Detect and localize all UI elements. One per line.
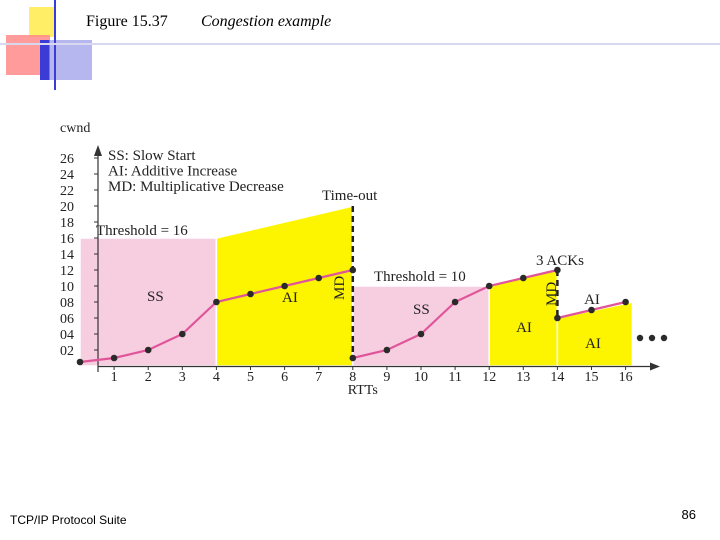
cwnd-point: [622, 298, 629, 306]
cwnd-point: [349, 266, 357, 274]
cwnd-point: [247, 290, 254, 298]
y-tick-label: 22: [60, 184, 74, 199]
cwnd-point: [349, 354, 357, 362]
cwnd-point: [451, 298, 459, 306]
cwnd-point: [485, 282, 493, 290]
cwnd-point: [281, 282, 288, 290]
timeout-label: Time-out: [322, 188, 378, 204]
legend-entry: SS: Slow Start: [108, 148, 196, 164]
region-ai-label: AI: [516, 320, 532, 336]
y-tick-label: 04: [60, 328, 74, 343]
y-tick-label: 02: [60, 344, 74, 359]
slide-decoration-horizontal-line: [0, 43, 720, 45]
y-tick-label: 08: [60, 296, 74, 311]
cwnd-point: [417, 330, 425, 338]
y-tick-label: 06: [60, 312, 74, 327]
x-tick-label: 16: [619, 370, 633, 385]
cwnd-point: [383, 346, 391, 354]
continuation-dot: [660, 334, 668, 342]
x-tick-label: 13: [516, 370, 530, 385]
x-tick-label: 14: [550, 370, 564, 385]
region-yellow-5: [556, 301, 634, 367]
threshold-10-label: Threshold = 10: [374, 269, 466, 285]
legend-entry: MD: Multiplicative Decrease: [108, 179, 284, 195]
cwnd-point: [179, 330, 186, 338]
x-tick-label: 1: [111, 370, 118, 385]
y-tick-label: 26: [60, 152, 74, 167]
md-label: MD: [332, 276, 348, 300]
chart-drops: [351, 206, 559, 358]
x-tick-label: 3: [179, 370, 186, 385]
cwnd-point: [554, 314, 561, 322]
y-tick-label: 12: [60, 264, 74, 279]
x-tick-label: 6: [281, 370, 288, 385]
continuation-dot: [636, 334, 644, 342]
footer-label: TCP/IP Protocol Suite: [10, 513, 127, 527]
y-tick-label: 20: [60, 200, 74, 215]
x-tick-label: 5: [247, 370, 254, 385]
figure-title: Congestion example: [201, 13, 332, 30]
chart-regions: [79, 205, 634, 367]
cwnd-point: [213, 298, 220, 306]
region-ss-label: SS: [147, 289, 164, 305]
x-tick-label: 2: [145, 370, 152, 385]
legend-entry: AI: Additive Increase: [108, 164, 237, 180]
x-tick-label: 15: [585, 370, 599, 385]
cwnd-point: [588, 306, 595, 314]
x-tick-label: 11: [448, 370, 461, 385]
x-tick-label: 9: [383, 370, 390, 385]
y-tick-label: 16: [60, 232, 74, 247]
threshold-16-label: Threshold = 16: [96, 223, 188, 239]
y-axis-arrow: [94, 145, 102, 156]
region-ai-label: AI: [282, 290, 298, 306]
cwnd-point: [315, 274, 323, 282]
y-tick-label: 14: [60, 248, 74, 263]
3-acks-label: 3 ACKs: [536, 253, 584, 269]
page-number: 86: [681, 507, 696, 522]
md-label: MD: [544, 282, 560, 306]
x-tick-label: 8: [349, 370, 356, 385]
cwnd-point: [76, 358, 84, 366]
region-ai-label: AI: [585, 336, 601, 352]
y-tick-label: 10: [60, 280, 74, 295]
chart-points: [76, 266, 668, 366]
cwnd-point: [554, 266, 561, 274]
continuation-dot: [648, 334, 656, 342]
slide-decoration-yellow-square: [29, 7, 55, 37]
cwnd-point: [520, 274, 527, 282]
region-ss-label: SS: [413, 302, 430, 318]
x-tick-label: 12: [482, 370, 496, 385]
x-tick-label: 10: [414, 370, 428, 385]
cwnd-point: [110, 354, 118, 362]
x-axis-title: RTTs: [348, 383, 378, 398]
x-tick-label: 4: [213, 370, 220, 385]
slide-decoration-blue-square: [40, 40, 92, 80]
figure-number: Figure 15.37: [86, 13, 168, 30]
region-ai-label: AI: [584, 292, 600, 308]
y-tick-label: 18: [60, 216, 74, 231]
y-axis-title: cwnd: [60, 121, 90, 136]
cwnd-point: [144, 346, 152, 354]
slide-decoration-vertical-line: [54, 0, 56, 90]
x-axis-arrow: [650, 362, 660, 371]
x-tick-label: 7: [315, 370, 322, 385]
y-tick-label: 24: [60, 168, 74, 183]
